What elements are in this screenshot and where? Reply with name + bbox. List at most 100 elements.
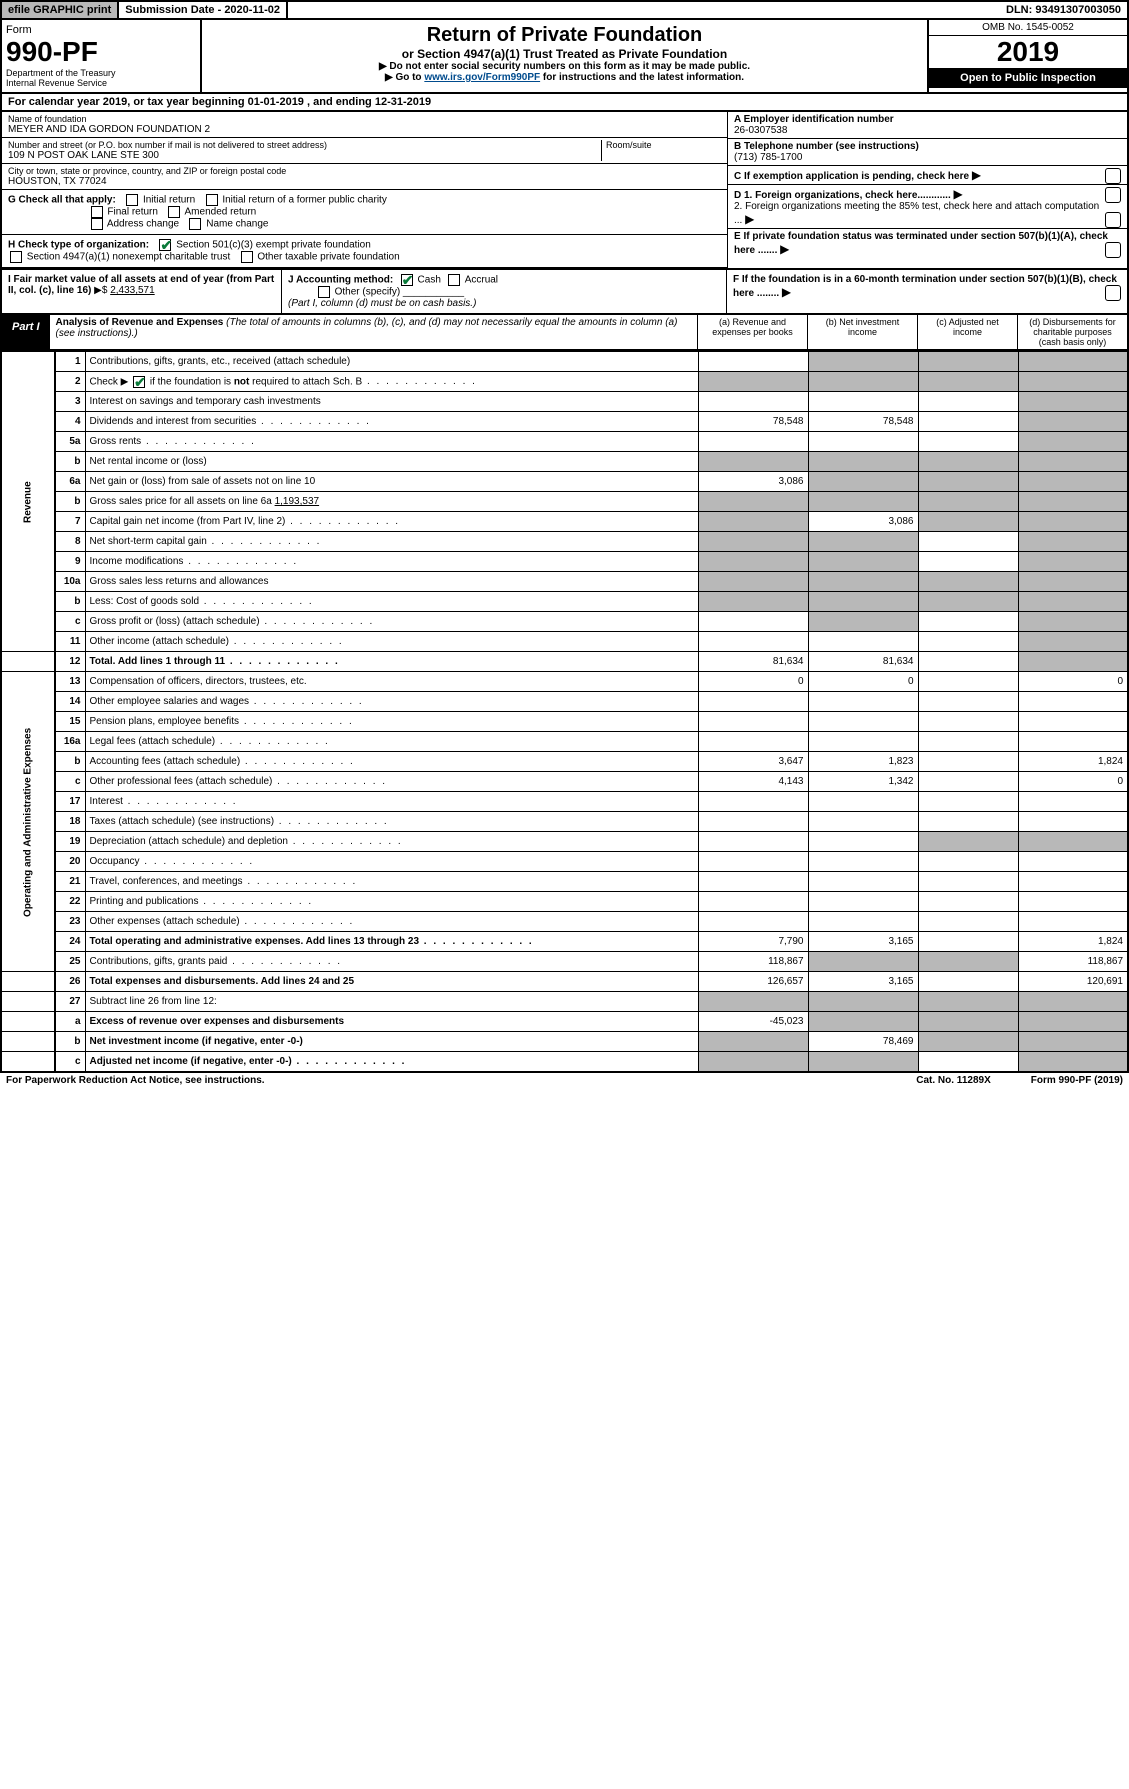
chk-other-tax[interactable] xyxy=(241,251,253,263)
chk-initial[interactable] xyxy=(126,194,138,206)
chk-cash[interactable] xyxy=(401,274,413,286)
line-10b-no: b xyxy=(55,592,85,612)
h-4947: Section 4947(a)(1) nonexempt charitable … xyxy=(27,252,230,263)
chk-amended[interactable] xyxy=(168,206,180,218)
line-23-no: 23 xyxy=(55,912,85,932)
instr-1: ▶ Do not enter social security numbers o… xyxy=(206,61,923,72)
chk-4947[interactable] xyxy=(10,251,22,263)
line-3-no: 3 xyxy=(55,392,85,412)
line-23: Other expenses (attach schedule) xyxy=(85,912,698,932)
chk-addr-change[interactable] xyxy=(91,218,103,230)
line-12-no: 12 xyxy=(55,652,85,672)
line-8: Net short-term capital gain xyxy=(85,532,698,552)
cal-pre: For calendar year 2019, or tax year begi… xyxy=(8,96,248,108)
line-24-no: 24 xyxy=(55,932,85,952)
line-27c-no: c xyxy=(55,1052,85,1072)
cal-end: 12-31-2019 xyxy=(375,96,431,108)
l26-d: 120,691 xyxy=(1018,972,1128,992)
chk-name-change[interactable] xyxy=(189,218,201,230)
l27a-a: -45,023 xyxy=(698,1012,808,1032)
line-22: Printing and publications xyxy=(85,892,698,912)
chk-final[interactable] xyxy=(91,206,103,218)
line-17: Interest xyxy=(85,792,698,812)
line-16c: Other professional fees (attach schedule… xyxy=(85,772,698,792)
l6a-a: 3,086 xyxy=(698,472,808,492)
chk-c[interactable] xyxy=(1105,168,1121,184)
line-11: Other income (attach schedule) xyxy=(85,632,698,652)
line-14-no: 14 xyxy=(55,692,85,712)
line-16a: Legal fees (attach schedule) xyxy=(85,732,698,752)
footer-right: Form 990-PF (2019) xyxy=(1031,1075,1123,1086)
line-22-no: 22 xyxy=(55,892,85,912)
line-27: Subtract line 26 from line 12: xyxy=(85,992,698,1012)
g-amended: Amended return xyxy=(185,207,257,218)
line-2-no: 2 xyxy=(55,372,85,392)
addr-label: Number and street (or P.O. box number if… xyxy=(8,140,601,150)
chk-other-method[interactable] xyxy=(318,286,330,298)
line-11-no: 11 xyxy=(55,632,85,652)
line-25-no: 25 xyxy=(55,952,85,972)
l12-b: 81,634 xyxy=(808,652,918,672)
line-9-no: 9 xyxy=(55,552,85,572)
calendar-year-bar: For calendar year 2019, or tax year begi… xyxy=(0,94,1129,112)
line-27b-no: b xyxy=(55,1032,85,1052)
chk-d2[interactable] xyxy=(1105,212,1121,228)
cal-begin: 01-01-2019 xyxy=(248,96,304,108)
chk-d1[interactable] xyxy=(1105,187,1121,203)
chk-e[interactable] xyxy=(1105,242,1121,258)
l16c-a: 4,143 xyxy=(698,772,808,792)
line-5a: Gross rents xyxy=(85,432,698,452)
ein-label: A Employer identification number xyxy=(734,114,894,125)
l13-a: 0 xyxy=(698,672,808,692)
l16b-a: 3,647 xyxy=(698,752,808,772)
part1-tab: Part I xyxy=(2,315,50,349)
chk-f[interactable] xyxy=(1105,285,1121,301)
line-27a: Excess of revenue over expenses and disb… xyxy=(85,1012,698,1032)
line-25: Contributions, gifts, grants paid xyxy=(85,952,698,972)
l4-a: 78,548 xyxy=(698,412,808,432)
line-1-no: 1 xyxy=(55,352,85,372)
l13-b: 0 xyxy=(808,672,918,692)
line-12: Total. Add lines 1 through 11 xyxy=(85,652,698,672)
line-10a: Gross sales less returns and allowances xyxy=(85,572,698,592)
form-label: Form xyxy=(6,24,196,36)
line-9: Income modifications xyxy=(85,552,698,572)
instr-2-post: for instructions and the latest informat… xyxy=(540,72,744,83)
l25-a: 118,867 xyxy=(698,952,808,972)
line-6a-no: 6a xyxy=(55,472,85,492)
section-h: H Check type of organization: Section 50… xyxy=(2,235,727,268)
form-subtitle: or Section 4947(a)(1) Trust Treated as P… xyxy=(206,47,923,61)
col-c-header: (c) Adjusted net income xyxy=(917,315,1017,349)
form-link[interactable]: www.irs.gov/Form990PF xyxy=(424,72,540,83)
line-19-no: 19 xyxy=(55,832,85,852)
foundation-name: MEYER AND IDA GORDON FOUNDATION 2 xyxy=(8,124,721,135)
chk-501c3[interactable] xyxy=(159,239,171,251)
e-label: E If private foundation status was termi… xyxy=(734,231,1108,256)
cal-mid: , and ending xyxy=(304,96,375,108)
line-5a-no: 5a xyxy=(55,432,85,452)
line-13: Compensation of officers, directors, tru… xyxy=(85,672,698,692)
efile-label: efile GRAPHIC print xyxy=(2,2,119,18)
col-a-header: (a) Revenue and expenses per books xyxy=(697,315,807,349)
j-accrual: Accrual xyxy=(465,275,498,286)
d1-label: D 1. Foreign organizations, check here..… xyxy=(734,190,951,201)
omb-number: OMB No. 1545-0052 xyxy=(929,20,1127,36)
instr-2-pre: ▶ Go to xyxy=(385,72,424,83)
i-value: 2,433,571 xyxy=(110,285,155,296)
chk-accrual[interactable] xyxy=(448,274,460,286)
line-4: Dividends and interest from securities xyxy=(85,412,698,432)
irs-label: Internal Revenue Service xyxy=(6,78,196,88)
tax-year: 2019 xyxy=(929,36,1127,68)
l13-d: 0 xyxy=(1018,672,1128,692)
dept-label: Department of the Treasury xyxy=(6,68,196,78)
form-header: Form 990-PF Department of the Treasury I… xyxy=(0,20,1129,94)
line-21-no: 21 xyxy=(55,872,85,892)
section-g: G Check all that apply: Initial return I… xyxy=(2,190,727,235)
part1-header: Part I Analysis of Revenue and Expenses … xyxy=(0,315,1129,351)
chk-schb[interactable] xyxy=(133,376,145,388)
l25-d: 118,867 xyxy=(1018,952,1128,972)
l16b-d: 1,824 xyxy=(1018,752,1128,772)
foundation-address: 109 N POST OAK LANE STE 300 xyxy=(8,150,601,161)
line-27-no: 27 xyxy=(55,992,85,1012)
chk-initial-former[interactable] xyxy=(206,194,218,206)
